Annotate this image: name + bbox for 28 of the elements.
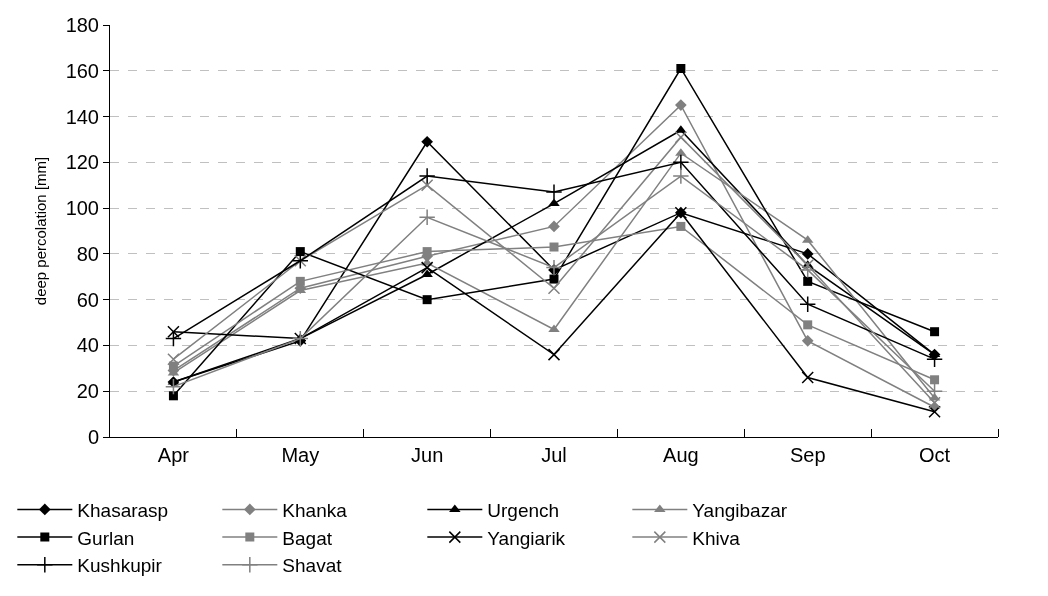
- x-tick-label: Jun: [411, 444, 444, 466]
- y-tick-label: 140: [65, 105, 99, 128]
- x-tick-label: Oct: [919, 444, 951, 466]
- x-tick-label: Sep: [789, 444, 826, 466]
- x-tick-label: Jul: [541, 444, 567, 466]
- y-tick-label: 120: [65, 151, 99, 174]
- legend-label: Shavat: [282, 555, 343, 577]
- y-tick-label: 40: [76, 334, 99, 357]
- y-tick-label: 160: [65, 59, 99, 82]
- legend-label: Khasarasp: [77, 499, 169, 521]
- legend-label: Yangiarik: [487, 527, 566, 549]
- y-tick-label: 180: [65, 14, 99, 36]
- x-tick-label: May: [281, 444, 320, 466]
- legend-label: Khanka: [282, 499, 348, 521]
- x-tick-label: Apr: [157, 444, 190, 466]
- legend-label: Kushkupir: [77, 555, 163, 577]
- y-tick-label: 100: [65, 197, 99, 220]
- legend-label: Yangibazar: [692, 499, 788, 521]
- y-tick-label: 0: [87, 426, 99, 448]
- legend-label: Gurlan: [77, 527, 135, 549]
- legend-label: Khiva: [692, 527, 741, 549]
- y-tick-label: 80: [76, 242, 99, 265]
- legend-label: Urgench: [487, 499, 560, 521]
- x-tick-label: Aug: [663, 444, 699, 466]
- legend-label: Bagat: [282, 527, 333, 549]
- y-axis-title: deep percolation [mm]: [31, 156, 49, 306]
- y-tick-label: 60: [76, 288, 99, 311]
- y-tick-label: 20: [76, 380, 99, 403]
